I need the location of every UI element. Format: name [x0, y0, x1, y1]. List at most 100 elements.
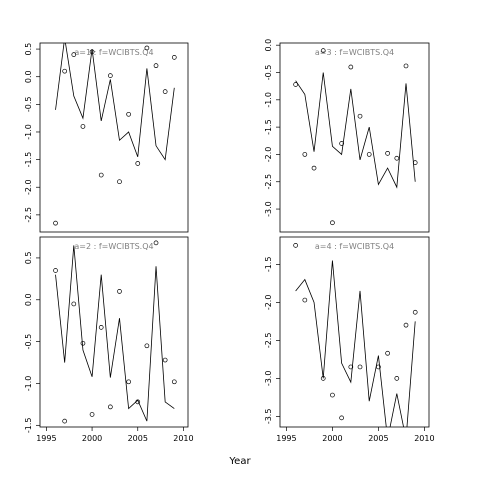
data-point: [53, 268, 58, 273]
data-point: [135, 161, 141, 166]
data-point: [153, 63, 159, 69]
data-point: [53, 220, 58, 226]
plot-area: [53, 240, 177, 424]
data-point: [302, 152, 308, 157]
y-tick-label: -3.0: [264, 201, 273, 217]
y-tick-label: -1.0: [24, 124, 33, 140]
data-point: [62, 68, 68, 74]
data-point: [394, 155, 400, 161]
y-tick-label: -3.5: [264, 409, 273, 425]
x-tick-label: 2000: [82, 434, 102, 443]
x-tick-label: 2005: [368, 434, 388, 443]
plot-area: [293, 243, 418, 427]
panel-frame: [39, 236, 189, 428]
data-point: [117, 179, 122, 185]
data-point: [107, 73, 113, 78]
data-point: [293, 243, 298, 248]
data-point: [162, 89, 168, 94]
plot-area: [293, 48, 418, 226]
data-point: [348, 64, 354, 70]
y-tick-label: -1.5: [264, 257, 273, 273]
data-point: [394, 376, 400, 381]
data-point: [320, 48, 326, 53]
data-point: [330, 220, 335, 226]
series-line: [55, 43, 175, 161]
series-line: [55, 245, 175, 422]
data-point: [135, 399, 141, 405]
data-point: [339, 141, 344, 146]
data-point: [107, 404, 113, 410]
y-tick-label: 0.0: [24, 293, 33, 306]
y-tick-label: -0.5: [24, 334, 33, 350]
y-tick-label: -2.5: [24, 207, 33, 223]
x-tick-label: 2000: [322, 434, 342, 443]
data-point: [357, 113, 363, 119]
panel-frame: [39, 42, 189, 233]
y-tick-label: -0.5: [24, 97, 33, 113]
data-point: [126, 379, 131, 385]
y-tick-label: 0.5: [24, 43, 33, 56]
data-point: [311, 165, 317, 171]
data-point: [403, 322, 409, 328]
x-tick-label: 1995: [36, 434, 56, 443]
panel-frame: [279, 42, 430, 233]
data-point: [348, 364, 354, 370]
data-point: [320, 376, 326, 381]
data-point: [357, 364, 363, 370]
data-point: [126, 111, 131, 117]
y-tick-label: -2.0: [264, 295, 273, 311]
panel: a=3 : f=WCIBTS.Q4 0.0 -0.5 -1.0 -1.5 -2.0 -2.5…: [264, 39, 430, 233]
series-line: [295, 72, 416, 189]
y-tick-label: -1.5: [24, 152, 33, 168]
data-point: [117, 289, 122, 294]
y-tick-label: -2.5: [264, 333, 273, 349]
data-point: [293, 82, 298, 87]
data-point: [144, 343, 150, 349]
series-line: [295, 260, 416, 427]
data-point: [376, 364, 381, 370]
data-point: [98, 172, 104, 178]
y-tick-label: 0.0: [24, 70, 33, 83]
data-point: [171, 55, 177, 60]
data-point: [153, 240, 159, 246]
data-point: [162, 357, 168, 363]
data-point: [385, 350, 390, 356]
data-point: [80, 340, 86, 346]
panel-frame: [279, 236, 430, 428]
y-tick-label: -1.5: [264, 119, 273, 135]
y-tick-label: -2.0: [264, 147, 273, 163]
y-tick-label: 0.0: [264, 39, 273, 52]
data-point: [330, 392, 335, 398]
data-point: [89, 49, 95, 55]
y-tick-label: -1.5: [24, 418, 33, 434]
data-point: [144, 45, 150, 51]
x-tick-label: 2005: [128, 434, 148, 443]
data-point: [171, 379, 177, 385]
x-tick-label: 2010: [414, 434, 434, 443]
data-point: [89, 412, 95, 417]
plot-area: [53, 43, 177, 226]
y-tick-label: -2.5: [264, 174, 273, 190]
data-point: [71, 301, 77, 307]
y-tick-label: -1.0: [24, 376, 33, 392]
x-axis-label: Year: [228, 456, 251, 467]
data-point: [403, 63, 409, 69]
panel-title: a=4 : f=WCIBTS.Q4: [315, 242, 394, 251]
x-tick-label: 1995: [276, 434, 296, 443]
panel-title: a=2 : f=WCIBTS.Q4: [74, 242, 153, 251]
data-point: [71, 52, 77, 57]
y-tick-label: -1.0: [264, 92, 273, 108]
panel-title: a=3 : f=WCIBTS.Q4: [315, 48, 394, 57]
x-tick-label: 2010: [173, 434, 193, 443]
data-point: [62, 418, 68, 424]
data-point: [366, 152, 372, 157]
y-tick-label: -2.0: [24, 179, 33, 195]
y-tick-label: 0.5: [24, 252, 33, 265]
data-point: [80, 124, 86, 129]
data-point: [385, 150, 390, 156]
panel-title: a=1 : f=WCIBTS.Q4: [74, 48, 153, 57]
data-point: [339, 415, 344, 421]
panel: a=4 : f=WCIBTS.Q4 -1.5 -2.0 -2.5 -3.0 -3.5199…: [264, 236, 435, 443]
